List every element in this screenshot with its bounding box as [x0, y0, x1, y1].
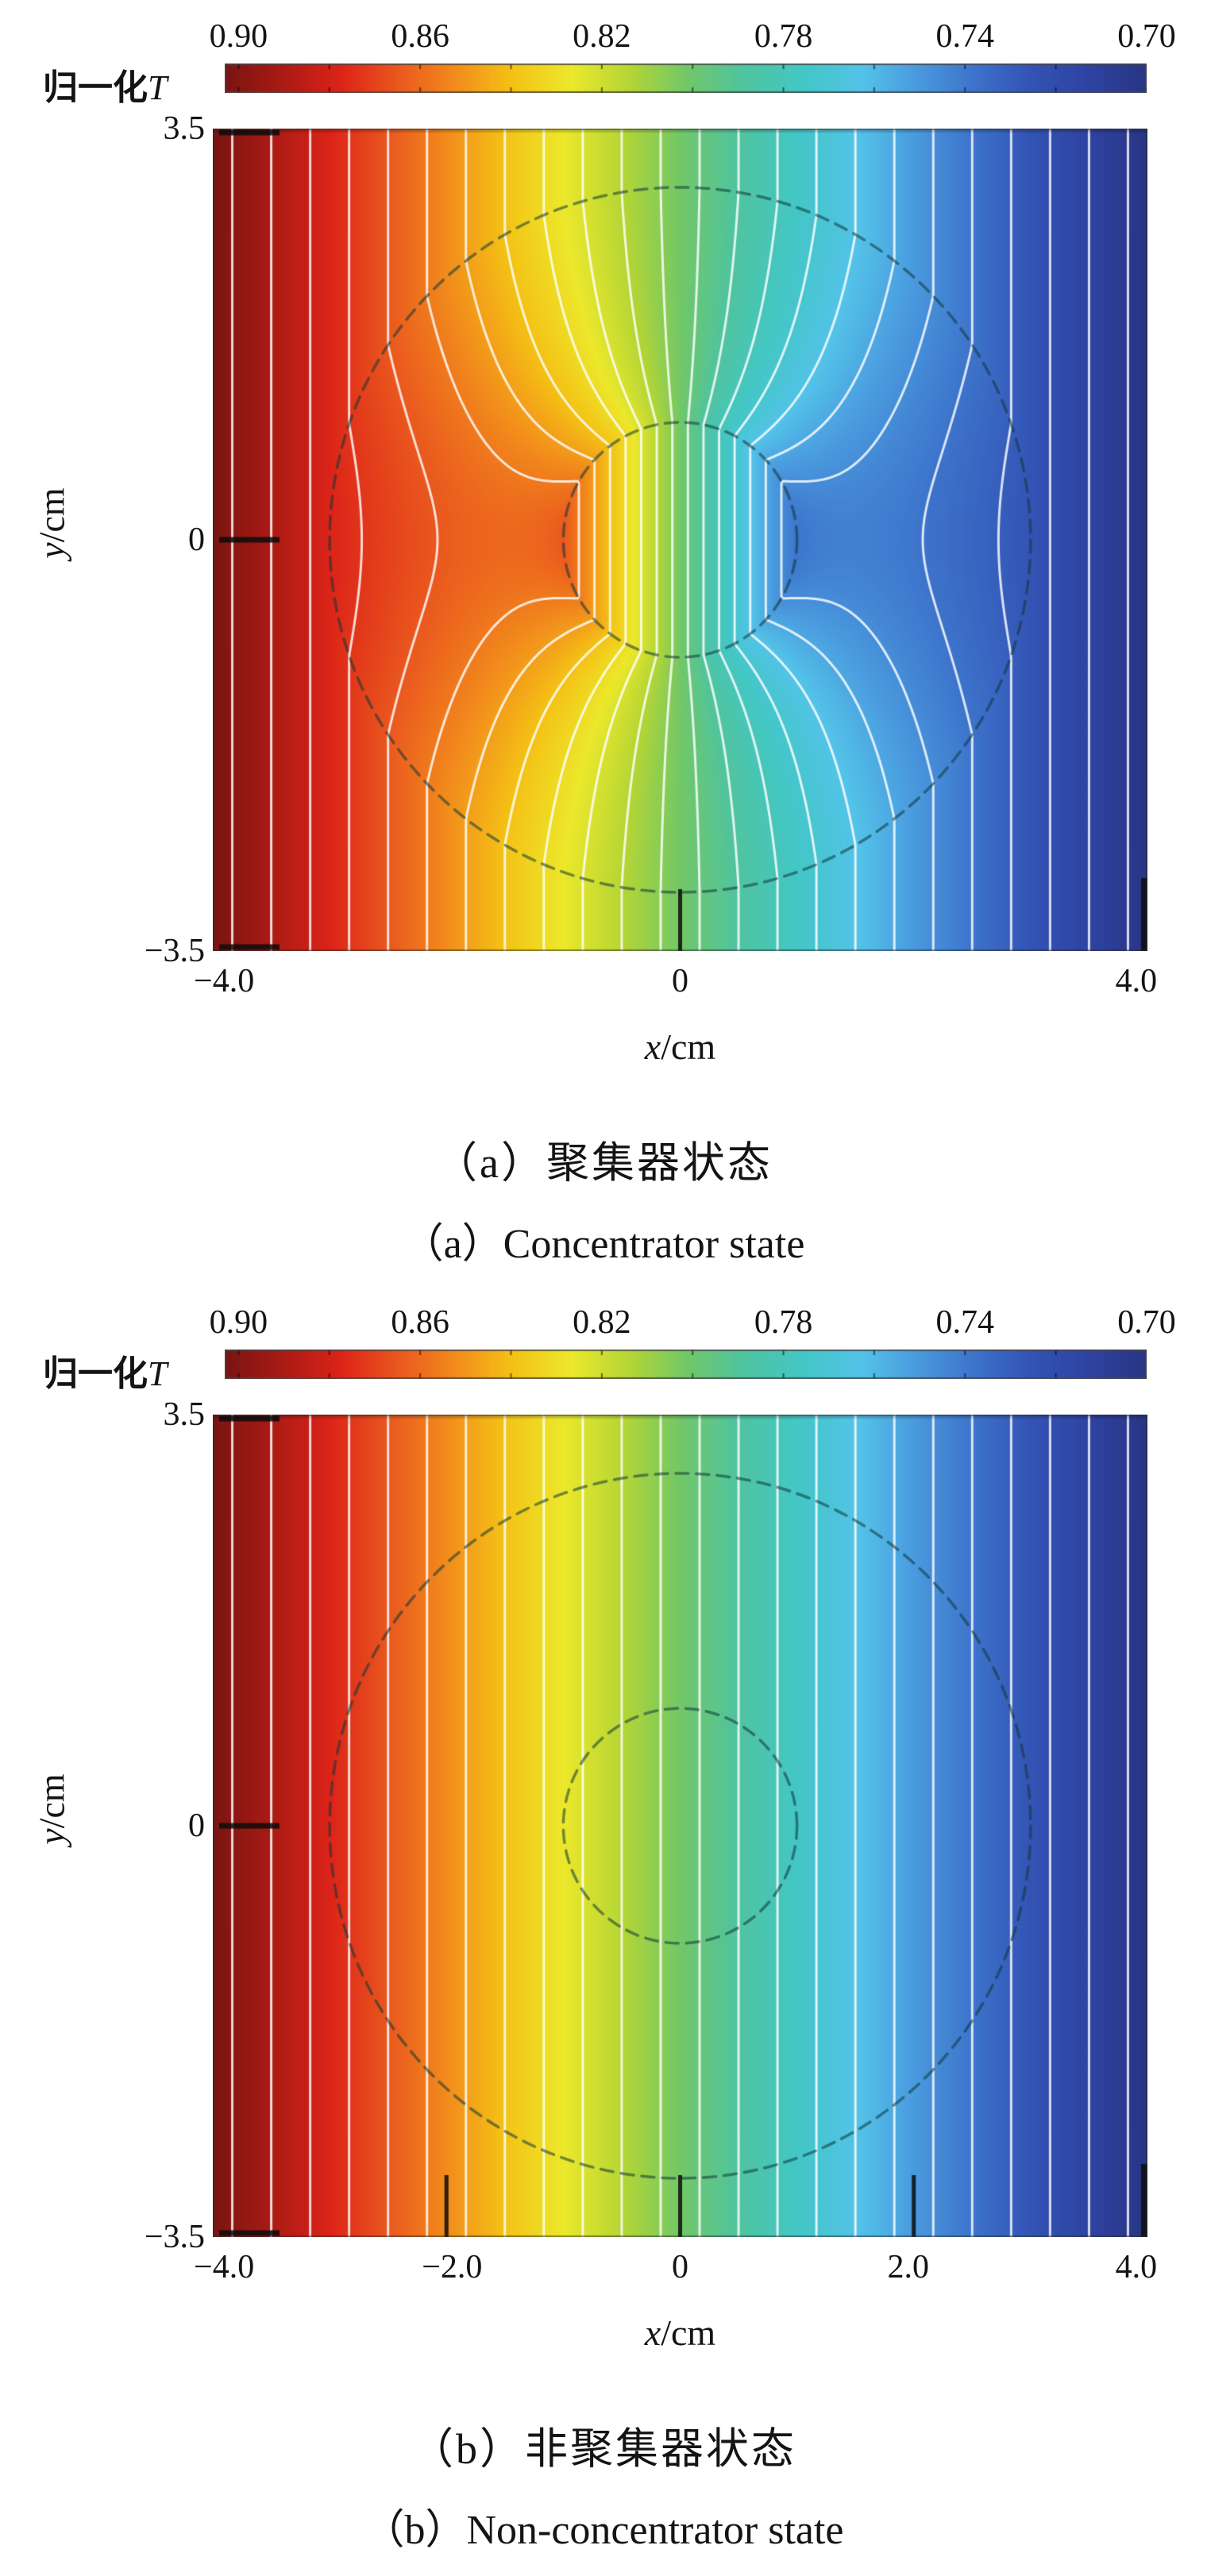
- y-tick-label: 3.5: [163, 110, 206, 147]
- x-axis-unit: /cm: [661, 1026, 716, 1067]
- colorbar-tick-label: 0.90: [209, 18, 268, 55]
- x-axis-variable: x: [644, 1026, 661, 1067]
- colorbar-tick-label: 0.74: [935, 18, 995, 55]
- x-axis-tick-labels: −4.0 −2.0 0 2.0 4.0: [194, 2248, 1157, 2291]
- colorbar-tick-labels: 0.90 0.86 0.82 0.78 0.74 0.70: [210, 17, 1176, 56]
- x-tick-label: 0: [672, 2249, 688, 2285]
- y-axis-title: y/cm: [22, 129, 81, 951]
- colorbar-title-variable: T: [148, 68, 168, 107]
- x-tick-label: 4.0: [1115, 2249, 1158, 2285]
- y-axis-tick-labels: 3.5 0 −3.5: [79, 1396, 205, 2255]
- colorbar-tick-label: 0.78: [754, 1304, 813, 1341]
- panel-a-concentrator: 0.90 0.86 0.82 0.78 0.74 0.70 归一化T 3.5 0 −3.5 y…: [0, 0, 1207, 1286]
- y-axis-tick-labels: 3.5 0 −3.5: [79, 110, 205, 969]
- panel-b-non-concentrator: 0.90 0.86 0.82 0.78 0.74 0.70 归一化T 3.5 0 −3.5 y…: [0, 1286, 1207, 2576]
- colorbar-tick-label: 0.70: [1117, 18, 1176, 55]
- colorbar-title-variable: T: [148, 1354, 168, 1393]
- caption-b-english: （b）Non-concentrator state: [363, 2508, 844, 2553]
- colorbar-gradient: [225, 64, 1147, 93]
- colorbar-tick-labels: 0.90 0.86 0.82 0.78 0.74 0.70: [210, 1303, 1176, 1342]
- x-axis-unit: /cm: [661, 2312, 716, 2353]
- heatmap-canvas-concentrator: [213, 129, 1147, 951]
- x-tick-label: 0: [672, 963, 688, 999]
- y-axis-variable: y: [31, 542, 72, 559]
- colorbar-title-text: 归一化: [43, 68, 148, 107]
- y-tick-label: 0: [188, 1808, 205, 1844]
- colorbar-tick-label: 0.86: [391, 1304, 449, 1341]
- y-tick-label: −3.5: [144, 933, 205, 969]
- colorbar-tick-label: 0.78: [754, 18, 813, 55]
- caption-b-chinese: （b）非聚集器状态: [411, 2425, 796, 2473]
- colorbar-tick-label: 0.82: [573, 1304, 631, 1341]
- x-axis-tick-labels: −4.0 0 4.0: [194, 962, 1157, 1005]
- colorbar-tick-label: 0.90: [209, 1304, 268, 1341]
- caption-a-english: （a）Concentrator state: [402, 1222, 805, 1267]
- y-axis-variable: y: [31, 1828, 72, 1845]
- y-tick-label: 3.5: [163, 1396, 206, 1433]
- x-axis-title: x/cm: [213, 1026, 1147, 1068]
- x-tick-label: 2.0: [887, 2249, 929, 2285]
- y-tick-label: −3.5: [144, 2219, 205, 2255]
- x-tick-label: −4.0: [194, 963, 255, 999]
- y-axis-title: y/cm: [22, 1415, 81, 2237]
- colorbar-tick-label: 0.86: [391, 18, 449, 55]
- x-axis-variable: x: [644, 2312, 661, 2353]
- heatmap-canvas-non-concentrator: [213, 1415, 1147, 2237]
- colorbar-tick-label: 0.70: [1117, 1304, 1176, 1341]
- colorbar-title-text: 归一化: [43, 1354, 148, 1393]
- y-tick-label: 0: [188, 522, 205, 558]
- colorbar-title: 归一化T: [43, 1345, 167, 1396]
- colorbar-tick-label: 0.82: [573, 18, 631, 55]
- x-tick-label: −2.0: [422, 2249, 483, 2285]
- x-axis-title: x/cm: [213, 2312, 1147, 2354]
- caption-a-chinese: （a）聚集器状态: [434, 1139, 773, 1187]
- colorbar-tick-label: 0.74: [935, 1304, 995, 1341]
- y-axis-unit: /cm: [31, 487, 72, 543]
- x-tick-label: −4.0: [194, 2249, 255, 2285]
- colorbar-title: 归一化T: [43, 59, 167, 110]
- colorbar-gradient: [225, 1350, 1147, 1379]
- y-axis-unit: /cm: [31, 1773, 72, 1829]
- x-tick-label: 4.0: [1115, 963, 1158, 999]
